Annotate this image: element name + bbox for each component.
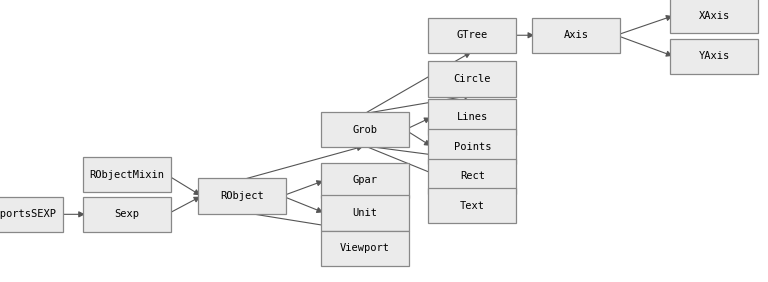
FancyBboxPatch shape [670, 0, 759, 33]
FancyBboxPatch shape [83, 197, 170, 232]
Text: Unit: Unit [353, 208, 377, 218]
FancyBboxPatch shape [670, 39, 759, 74]
FancyBboxPatch shape [321, 163, 409, 198]
Text: Circle: Circle [454, 74, 491, 84]
FancyBboxPatch shape [321, 112, 409, 147]
FancyBboxPatch shape [428, 17, 516, 53]
FancyBboxPatch shape [197, 178, 286, 214]
Text: Sexp: Sexp [114, 209, 139, 219]
Text: GTree: GTree [457, 30, 488, 40]
Text: Axis: Axis [564, 30, 588, 40]
Text: RObjectMixin: RObjectMixin [89, 170, 164, 180]
Text: Rect: Rect [460, 171, 485, 181]
FancyBboxPatch shape [428, 61, 516, 96]
FancyBboxPatch shape [321, 195, 409, 231]
FancyBboxPatch shape [0, 197, 63, 232]
Text: Text: Text [460, 201, 485, 211]
Text: Points: Points [454, 142, 491, 152]
Text: Gpar: Gpar [353, 175, 377, 186]
Text: YAxis: YAxis [699, 51, 730, 61]
Text: XAxis: XAxis [699, 10, 730, 21]
FancyBboxPatch shape [428, 158, 516, 194]
FancyBboxPatch shape [428, 100, 516, 135]
Text: SupportsSEXP: SupportsSEXP [0, 209, 57, 219]
FancyBboxPatch shape [428, 129, 516, 164]
FancyBboxPatch shape [531, 17, 620, 53]
Text: Grob: Grob [353, 125, 377, 135]
FancyBboxPatch shape [428, 188, 516, 223]
FancyBboxPatch shape [83, 157, 170, 192]
FancyBboxPatch shape [321, 231, 409, 266]
Text: Viewport: Viewport [339, 243, 390, 253]
Text: RObject: RObject [220, 191, 263, 201]
Text: Lines: Lines [457, 112, 488, 122]
